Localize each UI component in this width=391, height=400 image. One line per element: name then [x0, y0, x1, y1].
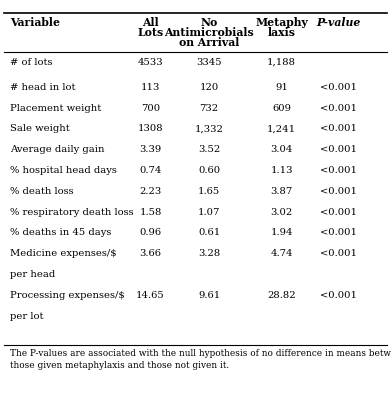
Text: % hospital head days: % hospital head days: [10, 166, 117, 175]
Text: 700: 700: [141, 104, 160, 113]
Text: 732: 732: [200, 104, 219, 113]
Text: 2.23: 2.23: [140, 187, 161, 196]
Text: # of lots: # of lots: [10, 58, 52, 67]
Text: 1.58: 1.58: [139, 208, 162, 217]
Text: The P-values are associated with the null hypothesis of no difference in means b: The P-values are associated with the nul…: [10, 349, 391, 358]
Text: per head: per head: [10, 270, 55, 279]
Text: 14.65: 14.65: [136, 291, 165, 300]
Text: 1.07: 1.07: [198, 208, 221, 217]
Text: 3.87: 3.87: [271, 187, 292, 196]
Text: % deaths in 45 days: % deaths in 45 days: [10, 228, 111, 238]
Text: 0.96: 0.96: [140, 228, 161, 238]
Text: 3.04: 3.04: [270, 145, 293, 154]
Text: laxis: laxis: [267, 27, 296, 38]
Text: 1.13: 1.13: [270, 166, 293, 175]
Text: 1,188: 1,188: [267, 58, 296, 67]
Text: <0.001: <0.001: [320, 228, 357, 238]
Text: <0.001: <0.001: [320, 249, 357, 258]
Text: 3.66: 3.66: [140, 249, 161, 258]
Text: Metaphy: Metaphy: [255, 17, 308, 28]
Text: 1308: 1308: [138, 124, 163, 134]
Text: Placement weight: Placement weight: [10, 104, 101, 113]
Text: No: No: [201, 17, 218, 28]
Text: 113: 113: [141, 83, 160, 92]
Text: 1.65: 1.65: [198, 187, 220, 196]
Text: % respiratory death loss: % respiratory death loss: [10, 208, 133, 217]
Text: % death loss: % death loss: [10, 187, 74, 196]
Text: Sale weight: Sale weight: [10, 124, 70, 134]
Text: 1,332: 1,332: [195, 124, 224, 134]
Text: 1,241: 1,241: [267, 124, 296, 134]
Text: Medicine expenses/$: Medicine expenses/$: [10, 249, 117, 258]
Text: <0.001: <0.001: [320, 166, 357, 175]
Text: on Arrival: on Arrival: [179, 37, 239, 48]
Text: 3.28: 3.28: [198, 249, 220, 258]
Text: 28.82: 28.82: [267, 291, 296, 300]
Text: 0.61: 0.61: [198, 228, 220, 238]
Text: <0.001: <0.001: [320, 291, 357, 300]
Text: 609: 609: [272, 104, 291, 113]
Text: Average daily gain: Average daily gain: [10, 145, 104, 154]
Text: <0.001: <0.001: [320, 187, 357, 196]
Text: 4.74: 4.74: [270, 249, 293, 258]
Text: 4533: 4533: [138, 58, 163, 67]
Text: Processing expenses/$: Processing expenses/$: [10, 291, 124, 300]
Text: <0.001: <0.001: [320, 208, 357, 217]
Text: <0.001: <0.001: [320, 83, 357, 92]
Text: 3.52: 3.52: [198, 145, 220, 154]
Text: 3345: 3345: [196, 58, 222, 67]
Text: Antimicrobials: Antimicrobials: [164, 27, 254, 38]
Text: 1.94: 1.94: [270, 228, 293, 238]
Text: 120: 120: [199, 83, 219, 92]
Text: 3.39: 3.39: [140, 145, 161, 154]
Text: 0.60: 0.60: [198, 166, 220, 175]
Text: <0.001: <0.001: [320, 124, 357, 134]
Text: 91: 91: [275, 83, 288, 92]
Text: 9.61: 9.61: [198, 291, 220, 300]
Text: those given metaphylaxis and those not given it.: those given metaphylaxis and those not g…: [10, 361, 229, 370]
Text: Lots: Lots: [137, 27, 164, 38]
Text: per lot: per lot: [10, 312, 43, 321]
Text: P-value: P-value: [316, 17, 361, 28]
Text: # head in lot: # head in lot: [10, 83, 75, 92]
Text: 0.74: 0.74: [139, 166, 162, 175]
Text: <0.001: <0.001: [320, 145, 357, 154]
Text: <0.001: <0.001: [320, 104, 357, 113]
Text: 3.02: 3.02: [271, 208, 292, 217]
Text: Variable: Variable: [10, 17, 60, 28]
Text: All: All: [142, 17, 159, 28]
